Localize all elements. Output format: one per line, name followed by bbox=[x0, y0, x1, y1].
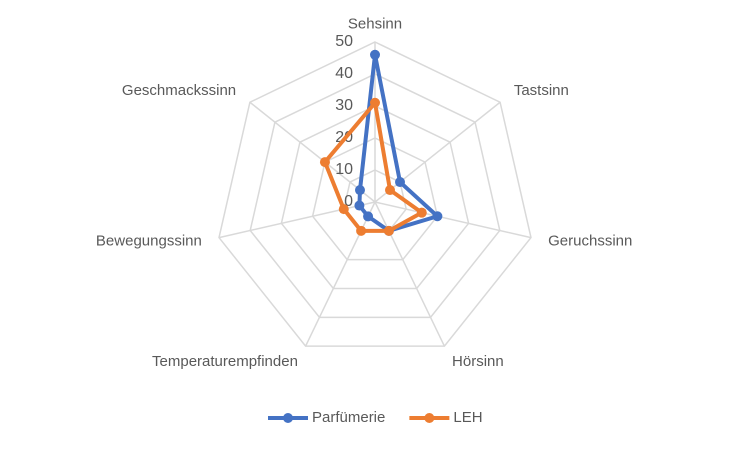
legend-marker bbox=[424, 413, 435, 423]
spoke bbox=[249, 101, 376, 203]
category-label: Temperaturempfinden bbox=[152, 353, 298, 370]
grid-ring bbox=[249, 73, 501, 319]
category-label: Geruchssinn bbox=[548, 232, 632, 249]
data-point bbox=[356, 225, 367, 236]
grid-ring bbox=[218, 41, 532, 347]
series-line bbox=[357, 52, 440, 233]
r-tick-label: 40 bbox=[335, 65, 353, 82]
data-point bbox=[354, 200, 365, 211]
r-tick-label: 0 bbox=[344, 193, 353, 210]
data-point bbox=[395, 177, 406, 188]
data-point bbox=[370, 49, 380, 60]
legend-marker bbox=[283, 413, 293, 423]
category-label: Geschmackssinn bbox=[122, 82, 236, 99]
data-point bbox=[354, 185, 365, 196]
data-point bbox=[370, 97, 380, 108]
r-tick-label: 50 bbox=[335, 33, 353, 50]
data-point bbox=[383, 225, 394, 236]
category-label: Tastsinn bbox=[514, 82, 569, 99]
legend-label: LEH bbox=[453, 409, 482, 426]
spoke bbox=[304, 201, 376, 347]
category-label: Bewegungssinn bbox=[96, 232, 202, 249]
data-point bbox=[432, 211, 443, 222]
data-point bbox=[319, 157, 330, 168]
series-line bbox=[322, 100, 424, 233]
spoke bbox=[218, 201, 376, 239]
spoke bbox=[374, 201, 532, 239]
category-label: Hörsinn bbox=[452, 353, 504, 370]
legend-label: Parfümerie bbox=[312, 409, 385, 426]
data-point bbox=[416, 207, 427, 218]
data-point bbox=[338, 204, 349, 215]
spoke bbox=[374, 101, 501, 203]
data-point bbox=[385, 185, 396, 196]
grid-ring bbox=[311, 137, 439, 261]
category-label: Sehsinn bbox=[348, 15, 402, 32]
spoke bbox=[374, 201, 446, 347]
grid-ring bbox=[280, 105, 470, 290]
r-tick-label: 30 bbox=[335, 97, 353, 114]
r-tick-label: 10 bbox=[335, 161, 353, 178]
data-point bbox=[363, 211, 374, 222]
